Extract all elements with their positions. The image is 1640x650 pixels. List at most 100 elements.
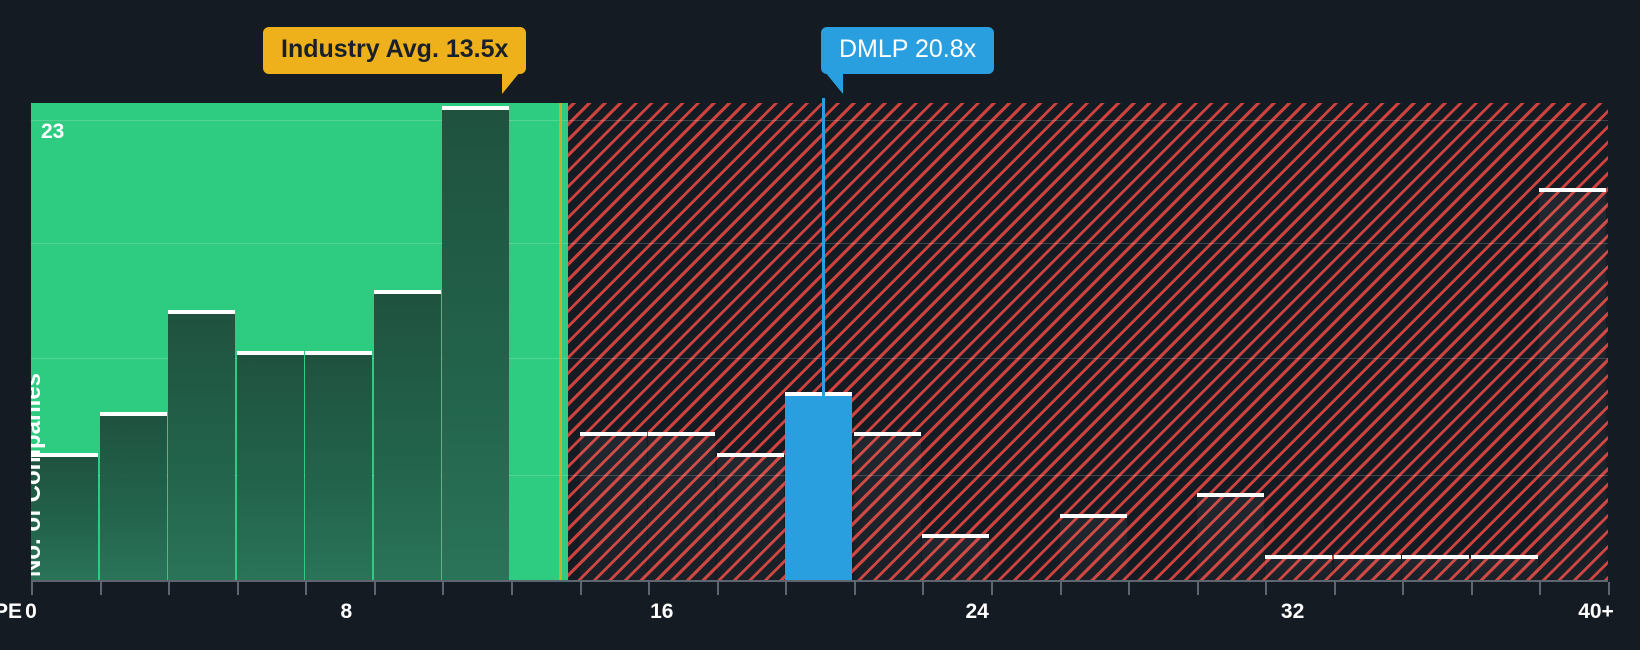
x-axis-tick (305, 582, 308, 595)
histogram-bar[interactable] (1539, 187, 1607, 580)
x-axis-tick (853, 582, 856, 595)
bar-body (716, 456, 784, 580)
bar-body (1402, 558, 1470, 580)
x-axis-tick (99, 582, 102, 595)
x-axis-tick (1470, 582, 1473, 595)
bar-body (1539, 191, 1607, 580)
y-axis-title: No. of Companies (31, 372, 46, 577)
bar-body (922, 538, 990, 580)
gridline (31, 358, 1608, 359)
bar-cap (785, 391, 853, 396)
bar-cap (305, 350, 373, 355)
bar-body (1470, 558, 1538, 580)
x-axis-tick (785, 582, 788, 595)
dmlp-callout[interactable]: DMLP 20.8x (821, 27, 995, 94)
x-axis-tick (511, 582, 513, 595)
histogram-bar[interactable] (305, 350, 373, 580)
bar-cap (853, 432, 921, 437)
bar-cap (1265, 554, 1333, 559)
x-axis-tick (168, 582, 171, 595)
bar-cap (1059, 513, 1127, 518)
x-axis-tick (922, 582, 925, 595)
dmlp-callout-label: DMLP 20.8x (839, 35, 977, 63)
bar-cap (373, 289, 441, 294)
gridline (31, 243, 1608, 244)
bar-body (1265, 558, 1333, 580)
bar-body (1196, 497, 1264, 580)
x-axis-tick (1333, 582, 1336, 595)
x-axis-tick-label: 24 (965, 600, 989, 623)
bar-body (31, 456, 99, 580)
histogram-bar[interactable] (716, 452, 784, 580)
x-axis-tick (1608, 582, 1610, 595)
bar-cap (1196, 493, 1264, 498)
x-axis-tick (1265, 582, 1268, 595)
industry-average-callout[interactable]: Industry Avg. 13.5x (263, 27, 527, 94)
histogram-bar[interactable] (1402, 554, 1470, 580)
bar-body (373, 293, 441, 580)
x-axis-tick-label: 0 (25, 600, 37, 623)
overvalued-zone (568, 103, 1608, 580)
histogram-bar[interactable] (1196, 493, 1264, 580)
x-axis-tick (648, 582, 651, 595)
x-axis-tick-label: 16 (650, 600, 674, 623)
bar-body (442, 110, 510, 580)
bar-body (305, 354, 373, 580)
bar-cap (716, 452, 784, 457)
histogram-bar[interactable] (236, 350, 304, 580)
bar-cap (168, 309, 236, 314)
x-axis-tick (579, 582, 582, 595)
bar-body (236, 354, 304, 580)
highlighted-bar[interactable] (785, 391, 853, 580)
x-axis-tick (1402, 582, 1405, 595)
histogram-bar[interactable] (1470, 554, 1538, 580)
histogram-bar[interactable] (442, 106, 510, 580)
bar-cap (442, 106, 510, 110)
histogram-bar[interactable] (99, 411, 167, 580)
x-axis-tick (1539, 582, 1542, 595)
x-axis-tick (31, 582, 33, 595)
histogram-bar[interactable] (168, 309, 236, 580)
bar-body (1059, 517, 1127, 580)
plot-area: No. of Companies 23 (31, 103, 1608, 580)
x-axis-tick (1196, 582, 1199, 595)
bar-body (1333, 558, 1401, 580)
histogram-bar[interactable] (31, 452, 99, 580)
y-max-value-label: 23 (41, 120, 65, 143)
bar-body (785, 395, 853, 580)
bar-cap (1539, 187, 1607, 192)
bar-cap (1333, 554, 1401, 559)
bar-body (579, 436, 647, 580)
industry-average-callout-label: Industry Avg. 13.5x (281, 35, 509, 63)
hatch-pattern (568, 103, 1608, 580)
bar-body (648, 436, 716, 580)
x-axis-tick (442, 582, 445, 595)
histogram-bar[interactable] (1333, 554, 1401, 580)
bar-body (99, 415, 167, 580)
bar-cap (579, 432, 647, 437)
bar-cap (922, 534, 990, 539)
x-axis-tick-label: 40+ (1578, 600, 1614, 623)
histogram-bar[interactable] (922, 534, 990, 580)
histogram-bar[interactable] (1265, 554, 1333, 580)
bar-cap (99, 411, 167, 416)
x-axis-tick (236, 582, 239, 595)
gridline (31, 120, 1608, 121)
bar-body (168, 313, 236, 580)
histogram-bar[interactable] (853, 432, 921, 580)
bar-body (853, 436, 921, 580)
callout-tail (502, 72, 521, 94)
x-axis-tick (1128, 582, 1130, 595)
dmlp-pointer-line (822, 98, 825, 398)
x-axis-tick (716, 582, 719, 595)
x-axis-tick-label: 32 (1280, 600, 1305, 623)
bar-cap (236, 350, 304, 355)
callout-tail (825, 72, 843, 94)
histogram-bar[interactable] (648, 432, 716, 580)
histogram-bar[interactable] (1059, 513, 1127, 580)
bar-cap (31, 452, 99, 457)
histogram-bar[interactable] (373, 289, 441, 580)
x-axis-tick (373, 582, 376, 595)
histogram-bar[interactable] (579, 432, 647, 580)
